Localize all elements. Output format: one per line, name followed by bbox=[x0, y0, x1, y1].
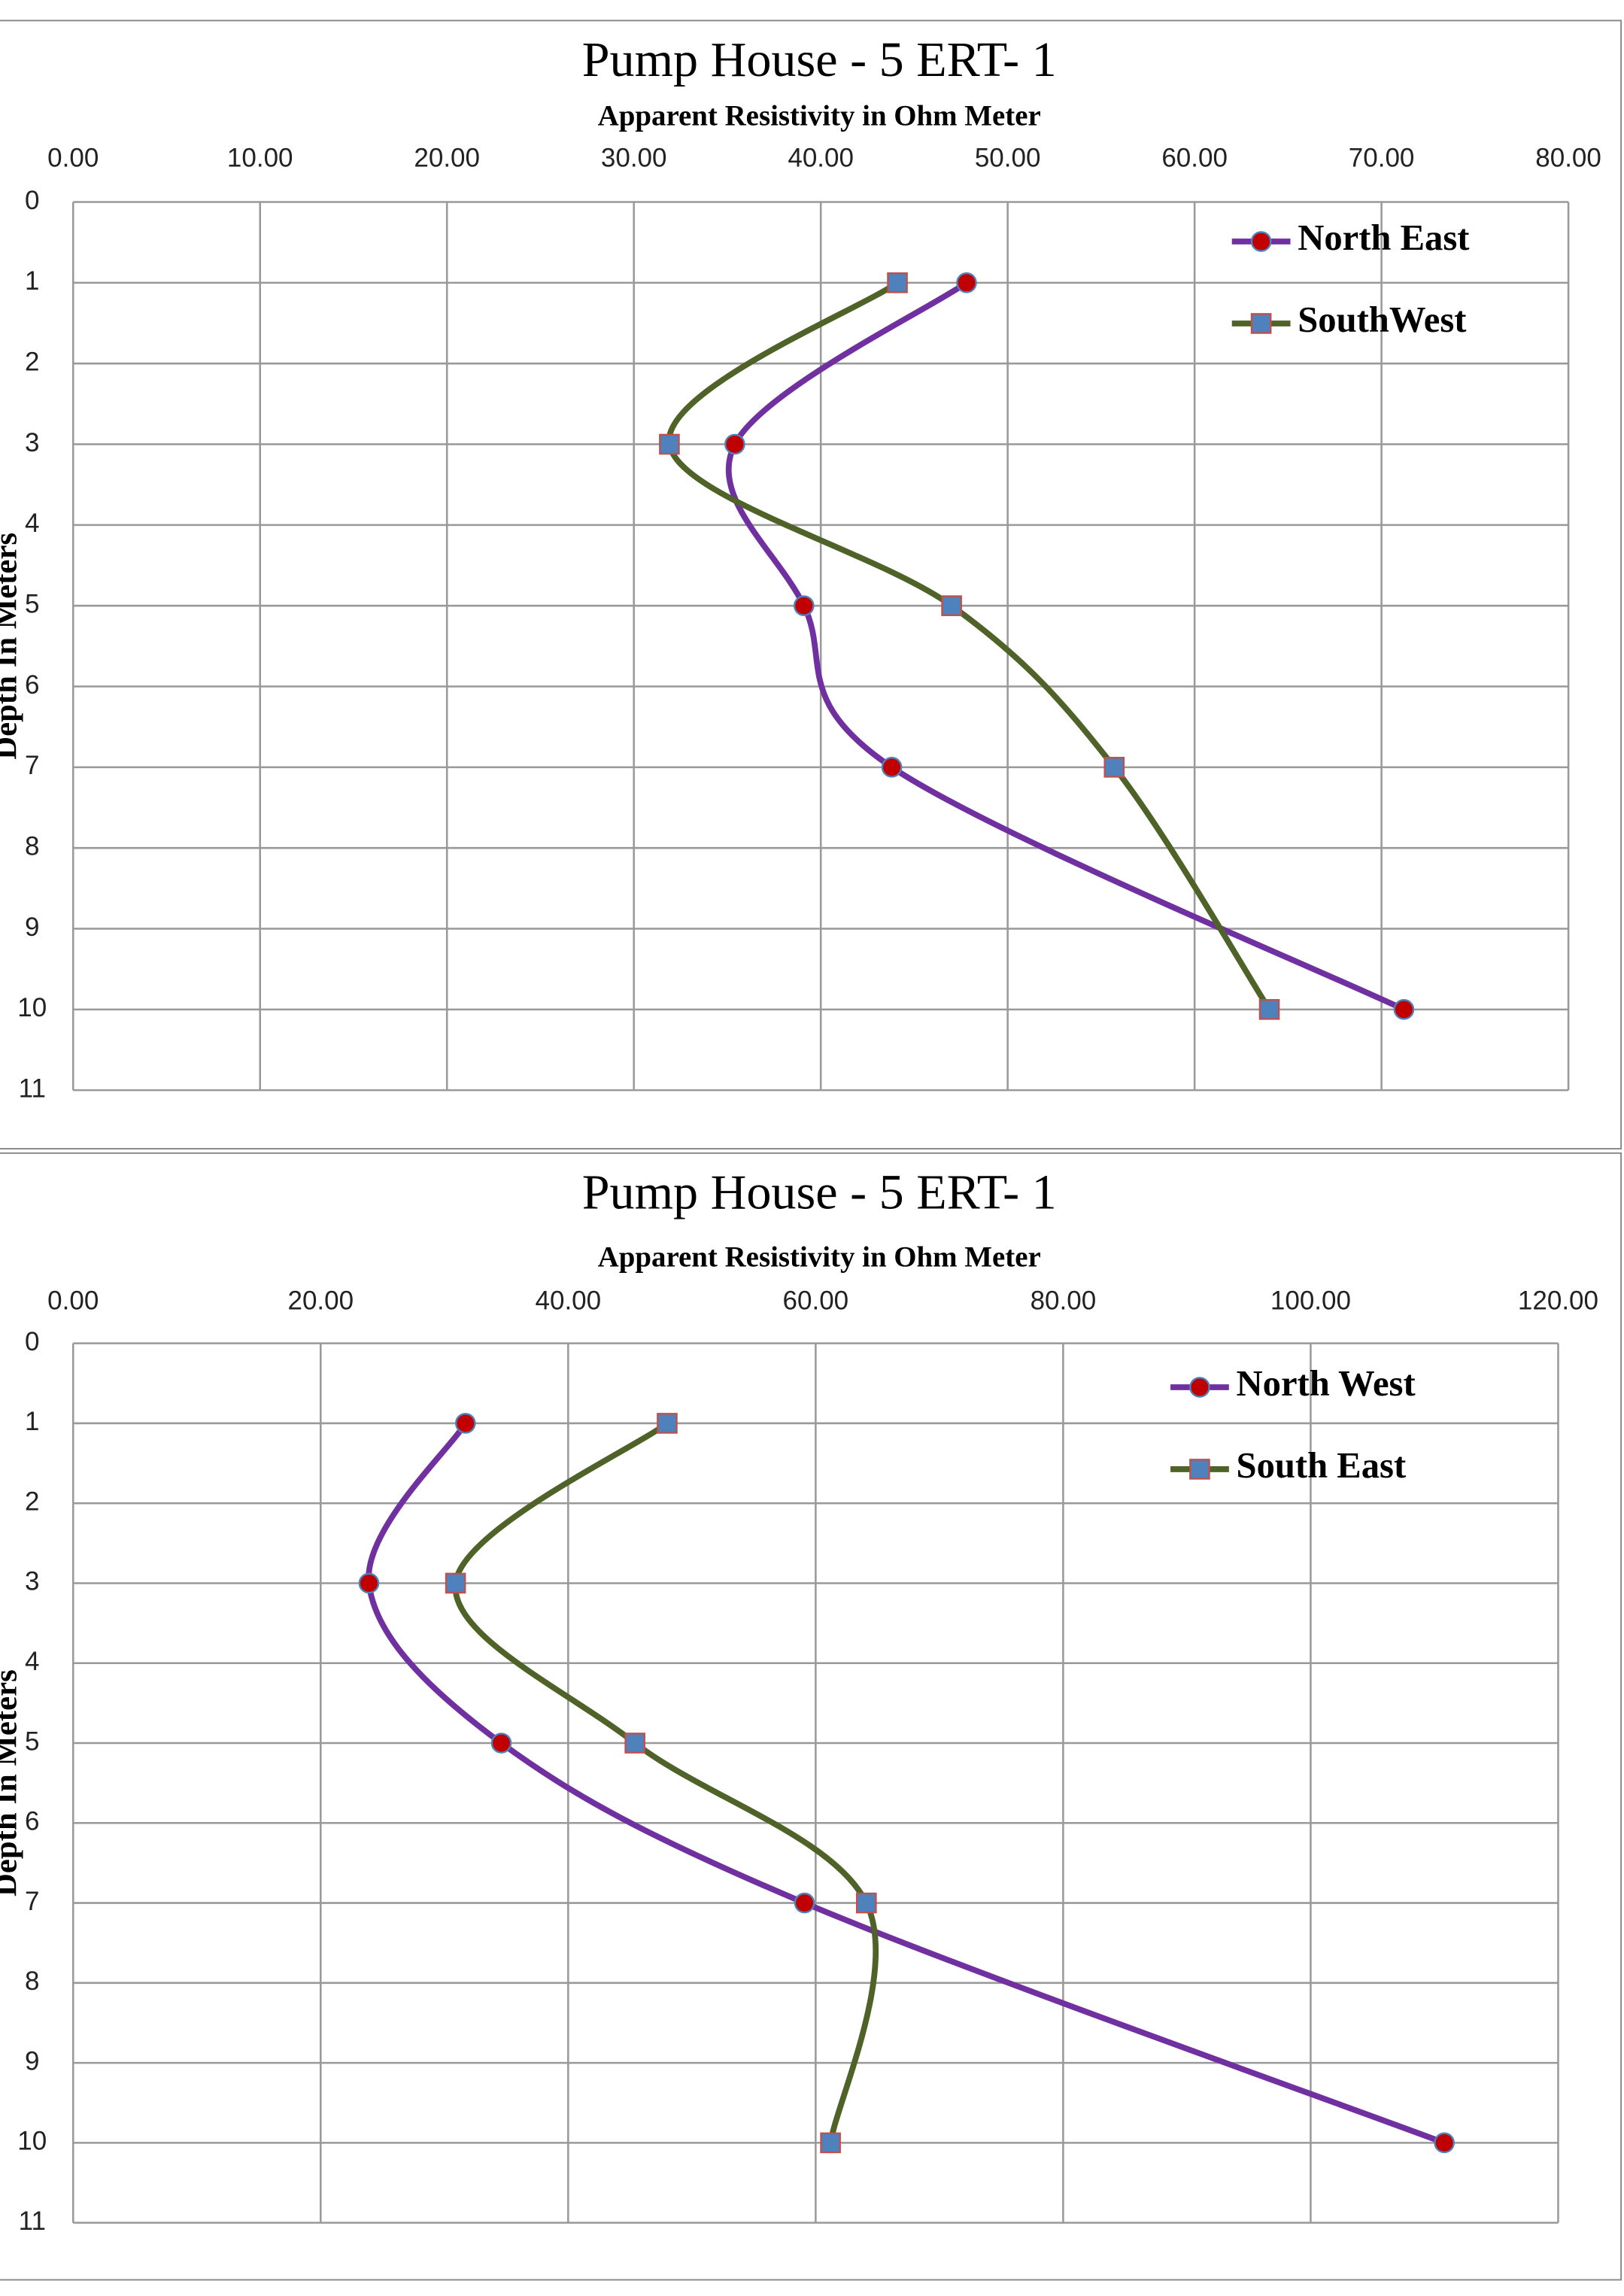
x-tick-label: 100.00 bbox=[1270, 1286, 1351, 1315]
marker bbox=[1103, 757, 1125, 778]
x-tick-label: 30.00 bbox=[601, 143, 667, 172]
y-tick-label: 10 bbox=[17, 2127, 47, 2156]
y-tick-label: 0 bbox=[25, 186, 39, 215]
legend-label: North East bbox=[1298, 217, 1469, 258]
y-tick-label: 5 bbox=[25, 1727, 39, 1756]
marker bbox=[358, 1572, 380, 1594]
y-tick-label: 6 bbox=[25, 1807, 39, 1836]
marker bbox=[724, 433, 745, 455]
marker bbox=[454, 1413, 476, 1434]
marker bbox=[1258, 999, 1280, 1020]
marker bbox=[794, 1892, 815, 1914]
marker bbox=[490, 1733, 512, 1754]
x-tick-label: 80.00 bbox=[1031, 1286, 1097, 1315]
y-tick-label: 0 bbox=[25, 1327, 39, 1356]
legend-label: SouthWest bbox=[1298, 299, 1466, 340]
y-tick-label: 7 bbox=[25, 1887, 39, 1916]
marker bbox=[657, 1413, 678, 1434]
x-axis-title: Apparent Resistivity in Ohm Meter bbox=[598, 100, 1041, 132]
chart-frame bbox=[0, 20, 1622, 1150]
marker bbox=[1393, 999, 1415, 1020]
y-tick-label: 8 bbox=[25, 1966, 39, 1996]
y-tick-label: 3 bbox=[25, 428, 39, 457]
marker bbox=[659, 433, 680, 455]
y-tick-label: 11 bbox=[19, 1074, 46, 1103]
chart-title: Pump House - 5 ERT- 1 bbox=[582, 1165, 1057, 1219]
x-tick-label: 20.00 bbox=[414, 143, 480, 172]
x-axis-title: Apparent Resistivity in Ohm Meter bbox=[598, 1241, 1041, 1274]
marker bbox=[887, 272, 908, 293]
marker bbox=[941, 595, 962, 616]
x-tick-label: 50.00 bbox=[975, 143, 1041, 172]
y-tick-label: 5 bbox=[25, 589, 39, 618]
y-tick-label: 1 bbox=[25, 266, 39, 296]
chart-frame bbox=[0, 1152, 1622, 2281]
y-tick-label: 10 bbox=[17, 993, 47, 1022]
series-line bbox=[666, 280, 1272, 1011]
y-tick-label: 11 bbox=[19, 2206, 46, 2236]
marker bbox=[445, 1572, 466, 1594]
y-tick-label: 9 bbox=[25, 2046, 39, 2076]
legend-marker bbox=[1250, 313, 1272, 334]
x-tick-label: 60.00 bbox=[1161, 143, 1228, 172]
y-tick-label: 9 bbox=[25, 913, 39, 942]
x-tick-label: 0.00 bbox=[47, 143, 99, 172]
x-tick-label: 60.00 bbox=[783, 1286, 849, 1315]
y-axis-title: Depth In Meters bbox=[0, 533, 23, 760]
chart-title: Pump House - 5 ERT- 1 bbox=[582, 32, 1057, 87]
x-tick-label: 40.00 bbox=[536, 1286, 602, 1315]
series-line bbox=[725, 280, 1406, 1013]
legend-label: North West bbox=[1237, 1363, 1416, 1404]
y-tick-label: 2 bbox=[25, 347, 39, 376]
y-tick-label: 2 bbox=[25, 1487, 39, 1516]
y-tick-label: 8 bbox=[25, 831, 39, 861]
marker bbox=[956, 272, 977, 293]
y-tick-label: 7 bbox=[25, 751, 39, 780]
y-tick-label: 4 bbox=[25, 509, 39, 538]
legend-marker bbox=[1189, 1459, 1210, 1480]
y-tick-label: 3 bbox=[25, 1567, 39, 1596]
legend-marker bbox=[1250, 231, 1272, 252]
legend-marker bbox=[1189, 1377, 1210, 1398]
marker bbox=[624, 1733, 645, 1754]
x-tick-label: 70.00 bbox=[1349, 143, 1415, 172]
marker bbox=[856, 1892, 877, 1914]
x-tick-label: 80.00 bbox=[1535, 143, 1601, 172]
series-line bbox=[366, 1421, 1446, 2146]
y-tick-label: 6 bbox=[25, 670, 39, 700]
marker bbox=[1434, 2132, 1455, 2154]
y-tick-label: 1 bbox=[25, 1407, 39, 1436]
x-tick-label: 20.00 bbox=[287, 1286, 354, 1315]
marker bbox=[793, 595, 815, 616]
y-tick-label: 4 bbox=[25, 1647, 39, 1676]
y-axis-title: Depth In Meters bbox=[0, 1669, 23, 1897]
x-tick-label: 0.00 bbox=[47, 1286, 99, 1315]
legend-label: South East bbox=[1237, 1445, 1407, 1486]
marker bbox=[881, 757, 903, 778]
x-tick-label: 40.00 bbox=[788, 143, 854, 172]
x-tick-label: 120.00 bbox=[1518, 1286, 1598, 1315]
marker bbox=[820, 2132, 841, 2154]
x-tick-label: 10.00 bbox=[227, 143, 293, 172]
